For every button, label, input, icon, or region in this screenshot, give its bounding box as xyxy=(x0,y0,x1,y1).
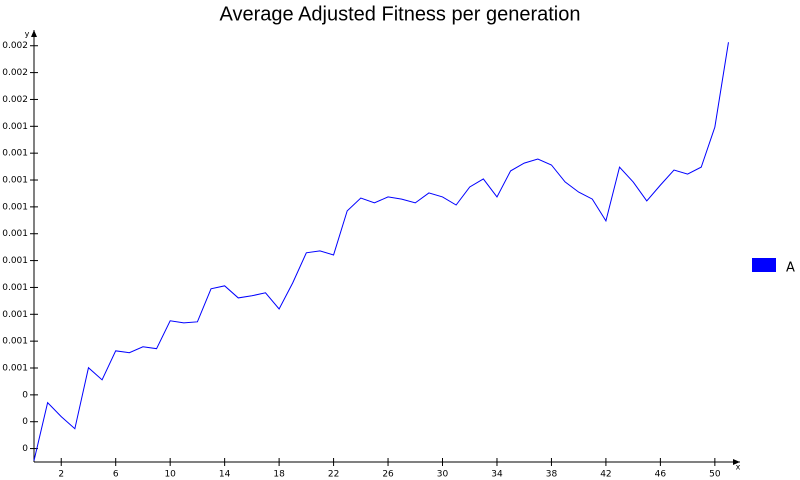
x-tick-label: 22 xyxy=(328,470,339,480)
chart-title: Average Adjusted Fitness per generation xyxy=(220,3,581,25)
y-tick-label: 0 xyxy=(22,390,28,400)
y-tick-label: 0 xyxy=(22,444,28,454)
x-tick-label: 42 xyxy=(600,470,611,480)
x-tick-label: 18 xyxy=(273,470,285,480)
series-line xyxy=(33,42,729,461)
y-axis-label: y xyxy=(25,30,30,39)
y-tick-label: 0.002 xyxy=(2,41,28,51)
x-tick-label: 46 xyxy=(655,470,667,480)
y-arrow xyxy=(31,30,37,37)
x-tick-label: 14 xyxy=(219,470,231,480)
y-tick-label: 0.001 xyxy=(2,122,28,132)
x-tick-label: 30 xyxy=(437,470,449,480)
y-tick-label: 0.001 xyxy=(2,229,28,239)
y-tick-label: 0.001 xyxy=(2,364,28,374)
y-tick-label: 0.002 xyxy=(2,68,28,78)
x-axis-label: x xyxy=(736,463,741,472)
y-tick-label: 0 xyxy=(22,417,28,427)
y-tick-label: 0.001 xyxy=(2,256,28,266)
x-tick-label: 6 xyxy=(113,470,119,480)
legend-label: A xyxy=(786,261,795,276)
y-tick-label: 0.002 xyxy=(2,95,28,105)
y-tick-label: 0.001 xyxy=(2,176,28,186)
x-tick-label: 34 xyxy=(491,470,503,480)
x-tick-label: 38 xyxy=(546,470,558,480)
y-tick-label: 0.001 xyxy=(2,337,28,347)
x-tick-label: 2 xyxy=(58,470,64,480)
x-tick-label: 50 xyxy=(709,470,721,480)
y-tick-label: 0.001 xyxy=(2,310,28,320)
y-tick-label: 0.001 xyxy=(2,149,28,159)
legend-swatch xyxy=(752,258,776,272)
x-arrow xyxy=(733,459,740,465)
y-tick-label: 0.001 xyxy=(2,202,28,212)
x-tick-label: 10 xyxy=(164,470,176,480)
x-tick-label: 26 xyxy=(382,470,394,480)
y-tick-label: 0.001 xyxy=(2,283,28,293)
